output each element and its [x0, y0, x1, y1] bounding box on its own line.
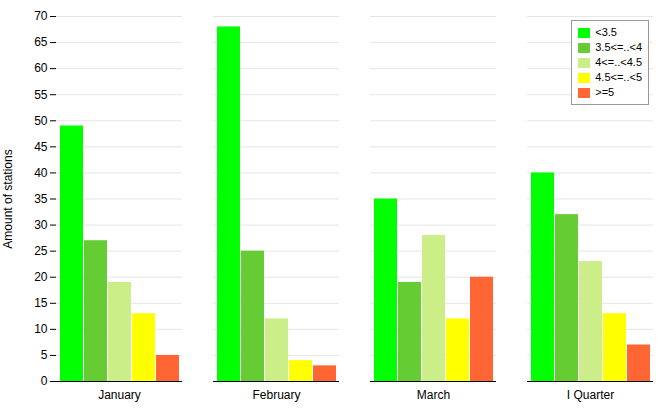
svg-text:25: 25 [34, 244, 48, 258]
html-text:4<=..<4.5: 4<=..<4.5 [595, 56, 642, 68]
svg-text:I Quarter: I Quarter [567, 388, 614, 402]
html-text:>=5: >=5 [595, 86, 615, 98]
svg-text:Amount of stations: Amount of stations [1, 149, 15, 248]
svg-text:February: February [252, 388, 300, 402]
svg-text:45: 45 [34, 140, 48, 154]
svg-text:30: 30 [34, 218, 48, 232]
svg-text:60: 60 [34, 61, 48, 75]
svg-text:March: March [417, 388, 450, 402]
svg-text:50: 50 [34, 114, 48, 128]
svg-text:0: 0 [41, 374, 48, 388]
html-text:3.5<=..<4: 3.5<=..<4 [595, 41, 642, 53]
html-text:4.5<=..<5: 4.5<=..<5 [595, 71, 642, 83]
svg-text:65: 65 [34, 35, 48, 49]
svg-text:40: 40 [34, 166, 48, 180]
svg-text:10: 10 [34, 322, 48, 336]
svg-text:January: January [98, 388, 141, 402]
html-text:<3.5: <3.5 [595, 26, 617, 38]
svg-text:55: 55 [34, 88, 48, 102]
svg-text:20: 20 [34, 270, 48, 284]
svg-text:5: 5 [41, 348, 48, 362]
svg-text:15: 15 [34, 296, 48, 310]
svg-text:70: 70 [34, 9, 48, 23]
svg-text:35: 35 [34, 192, 48, 206]
